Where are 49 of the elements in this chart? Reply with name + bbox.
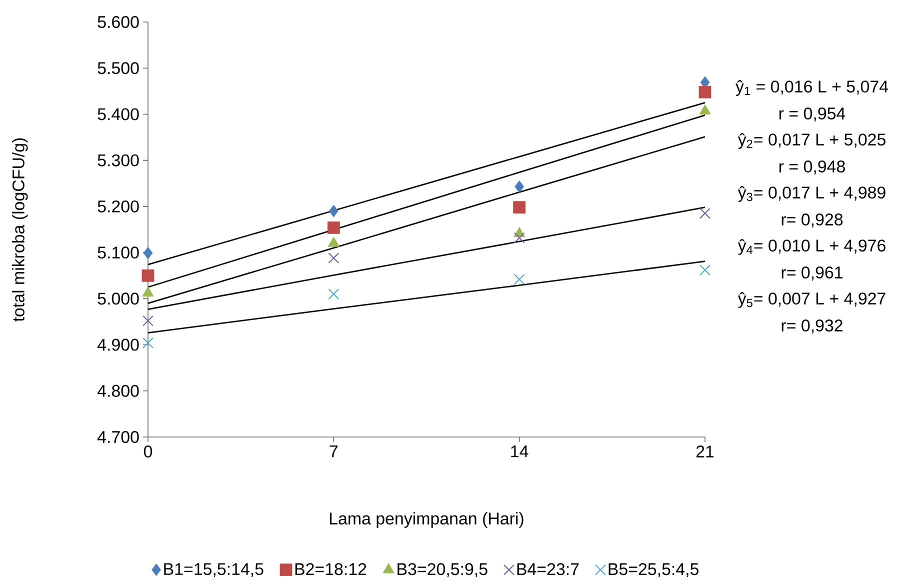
legend-label: B3=20,5:9,5	[398, 563, 488, 578]
line-series	[147, 136, 706, 304]
text: r = 0,948	[779, 160, 845, 174]
y-tick-label: 4.800	[97, 384, 139, 397]
y-tick-label: 5.400	[98, 108, 139, 120]
y-tick-label: 5.500	[98, 62, 139, 74]
text: r = 0,954	[779, 107, 846, 122]
point	[700, 208, 711, 219]
point	[327, 221, 340, 234]
x-axis-title: Lama penyimpanan (Hari)	[330, 512, 524, 528]
y-axis-title: total mikroba (logCFU/g)	[12, 138, 28, 322]
point	[143, 246, 153, 260]
y-tick-label: 5.600	[98, 16, 139, 28]
point	[142, 337, 154, 348]
y-tick-label: 5.000	[98, 292, 139, 305]
text: ŷ$_{1}$ = 0,016 L + 5,074	[736, 80, 888, 96]
line-series	[147, 206, 706, 310]
point	[513, 201, 526, 214]
x-tick-label: 0	[144, 446, 152, 458]
text: r= 0,961	[782, 266, 842, 280]
legend-label: B5=25,5:4,5	[608, 563, 698, 578]
point	[700, 264, 711, 276]
text: ŷ$_{3}$= 0,017 L + 4,989	[738, 186, 886, 202]
x-tick-label: 14	[511, 446, 528, 458]
y-tick-label: 4.700	[97, 431, 139, 443]
x-tick-label: 21	[696, 446, 714, 458]
point	[514, 180, 524, 193]
point	[514, 232, 525, 244]
text: ŷ$_{2}$= 0,017 L + 5,025	[738, 133, 886, 149]
y-tick-label: 5.200	[98, 200, 139, 212]
point	[698, 86, 712, 98]
x-tick-label: 7	[330, 446, 338, 458]
legend-label: B1=15,5:14,5	[164, 563, 264, 578]
point	[514, 274, 525, 285]
text: r= 0,932	[782, 320, 842, 334]
text: ŷ$_{4}$= 0,010 L + 4,976	[738, 239, 886, 255]
point	[142, 269, 154, 282]
point	[328, 252, 340, 264]
point	[142, 315, 154, 326]
y-tick-label: 5.300	[98, 154, 139, 166]
y-tick-label: 5.100	[98, 246, 139, 259]
line-series	[147, 260, 706, 334]
legend-label: B4=23:7	[517, 563, 579, 576]
legend-label: B2=18:12	[295, 563, 366, 576]
point	[328, 288, 340, 300]
text: ŷ$_{5}$= 0,007 L + 4,927	[738, 292, 886, 308]
y-tick-label: 4.900	[97, 338, 139, 351]
point	[328, 204, 338, 218]
text: r= 0,928	[782, 213, 843, 228]
